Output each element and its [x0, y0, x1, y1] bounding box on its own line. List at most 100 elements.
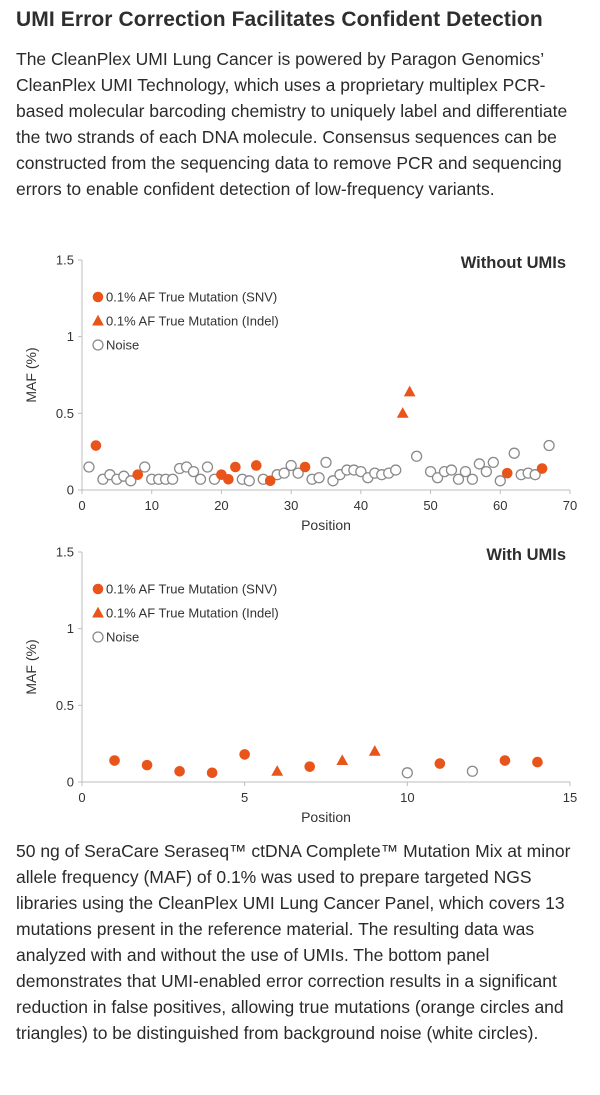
- noise-point: [292, 467, 304, 479]
- y-tick-label: 1.5: [56, 545, 74, 560]
- noise-point: [139, 461, 151, 473]
- noise-point: [83, 461, 95, 473]
- x-axis-label: Position: [301, 809, 351, 825]
- noise-point: [243, 475, 255, 487]
- noise-point: [285, 459, 297, 472]
- y-axis-label: MAF (%): [23, 639, 39, 694]
- y-tick-label: 0.5: [56, 406, 74, 421]
- noise-point: [466, 473, 479, 485]
- chart-without-umis: 0 0.5 1 1.5 0 10 20 30 40 50 60 70 Position MAF (%) Wi…: [23, 253, 577, 534]
- snv-point: [223, 473, 234, 485]
- y-tick-label: 0.5: [56, 698, 74, 713]
- chart-title: With UMIs: [486, 546, 566, 564]
- noise-point: [445, 464, 458, 476]
- noise-point: [480, 465, 492, 478]
- y-tick-label: 1.5: [56, 253, 74, 268]
- noise-point: [424, 465, 437, 478]
- snv-point: [264, 475, 276, 487]
- y-axis-label: MAF (%): [23, 347, 39, 402]
- snv-point: [299, 461, 311, 473]
- noise-point: [313, 472, 325, 484]
- noise-point: [508, 447, 520, 459]
- snv-point: [206, 767, 218, 779]
- legend: 0.1% AF True Mutation (SNV) 0.1% AF True …: [92, 290, 279, 353]
- noise-point: [194, 473, 207, 485]
- x-tick-label: 10: [144, 498, 158, 513]
- noise-point: [459, 465, 472, 478]
- snv-point: [109, 755, 120, 766]
- x-tick-label: 60: [493, 498, 507, 513]
- x-tick-label: 5: [241, 790, 248, 805]
- noise-point: [466, 765, 479, 777]
- noise-point: [320, 456, 332, 469]
- snv-point: [239, 749, 250, 760]
- chart-title: Without UMIs: [461, 254, 566, 272]
- legend-marker-indel: [92, 606, 104, 618]
- noise-point: [201, 461, 214, 473]
- noise-point: [125, 475, 137, 487]
- noise-point: [494, 475, 506, 487]
- chart-with-umis: 0 0.5 1 1.5 0 5 10 15 Position MAF (%) With UMIs 0.…: [23, 545, 577, 826]
- noise-point: [452, 473, 465, 485]
- noise-point: [487, 456, 499, 469]
- legend-marker-indel: [92, 314, 104, 326]
- indel-point: [271, 765, 284, 776]
- legend-label: 0.1% AF True Mutation (Indel): [106, 314, 279, 329]
- indel-point: [336, 754, 349, 765]
- snv-point: [141, 759, 153, 771]
- legend-label: Noise: [106, 338, 139, 353]
- legend-label: 0.1% AF True Mutation (SNV): [106, 290, 277, 305]
- noise-point: [401, 767, 413, 779]
- noise-point: [166, 473, 179, 485]
- legend-marker-noise: [92, 339, 104, 351]
- indel-point: [368, 745, 381, 756]
- x-tick-label: 40: [354, 498, 368, 513]
- noise-point: [390, 464, 402, 476]
- legend-marker-snv: [92, 583, 104, 595]
- snv-point: [501, 467, 513, 479]
- legend-marker-noise: [92, 631, 104, 643]
- snv-point: [132, 469, 144, 480]
- legend-label: 0.1% AF True Mutation (SNV): [106, 582, 277, 597]
- y-tick-label: 0: [67, 775, 74, 790]
- snv-point: [304, 761, 316, 772]
- snv-point: [499, 755, 511, 766]
- x-tick-label: 10: [400, 790, 414, 805]
- noise-point: [278, 467, 290, 479]
- noise-point: [355, 465, 367, 478]
- snv-point: [532, 756, 543, 768]
- noise-point: [543, 439, 555, 452]
- snv-point: [90, 440, 102, 451]
- indel-point: [403, 385, 416, 397]
- x-tick-label: 20: [214, 498, 228, 513]
- noise-point: [327, 475, 339, 487]
- y-tick-label: 0: [67, 483, 74, 498]
- y-tick-label: 1: [67, 621, 74, 636]
- x-tick-label: 30: [284, 498, 298, 513]
- noise-point: [187, 465, 200, 478]
- noise-point: [431, 472, 444, 484]
- legend-label: Noise: [106, 630, 139, 645]
- snv-point: [434, 758, 446, 769]
- legend-label: 0.1% AF True Mutation (Indel): [106, 606, 279, 621]
- legend-marker-snv: [92, 291, 104, 303]
- snv-point: [536, 463, 548, 474]
- x-tick-label: 50: [423, 498, 437, 513]
- snv-point: [250, 460, 262, 471]
- section-heading: UMI Error Correction Facilitates Confide…: [16, 8, 543, 31]
- indel-point: [396, 407, 409, 418]
- noise-point: [529, 469, 541, 481]
- snv-point: [230, 461, 241, 473]
- x-tick-label: 15: [563, 790, 577, 805]
- noise-point: [410, 450, 423, 462]
- noise-point: [473, 458, 486, 470]
- figure-caption: 50 ng of SeraCare Seraseq™ ctDNA Complet…: [16, 841, 571, 1043]
- x-tick-label: 0: [78, 790, 85, 805]
- intro-paragraph: The CleanPlex UMI Lung Cancer is powered…: [16, 49, 568, 199]
- legend: 0.1% AF True Mutation (SNV) 0.1% AF True …: [92, 582, 279, 645]
- x-axis-label: Position: [301, 517, 351, 533]
- snv-point: [174, 765, 185, 777]
- x-tick-label: 0: [78, 498, 85, 513]
- x-tick-label: 70: [563, 498, 577, 513]
- y-tick-label: 1: [67, 329, 74, 344]
